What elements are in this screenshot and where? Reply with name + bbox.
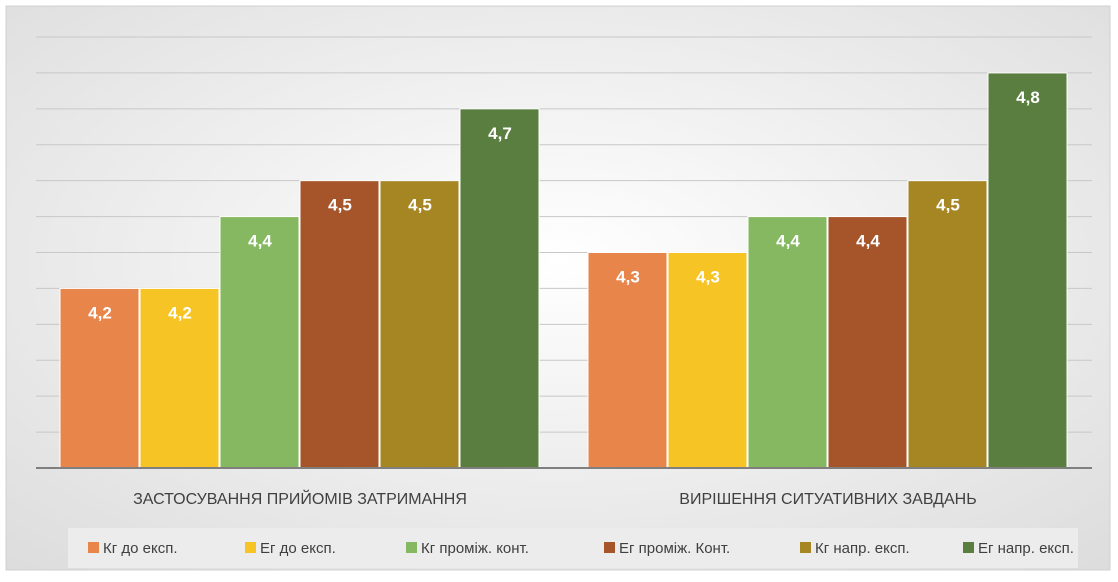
category-label: ЗАСТОСУВАННЯ ПРИЙОМІВ ЗАТРИМАННЯ bbox=[133, 489, 467, 508]
legend-background bbox=[68, 528, 1078, 568]
data-label: 4,7 bbox=[488, 124, 512, 143]
data-label: 4,5 bbox=[408, 196, 432, 215]
data-labels: 4,2 4,2 4,4 4,5 4,5 4,7 4,3 4,3 4,4 4,4 4,5 4,8 bbox=[88, 88, 1040, 322]
legend-swatch bbox=[245, 542, 256, 553]
legend-swatch bbox=[604, 542, 615, 553]
legend-item: Ег напр. експ. bbox=[963, 540, 1074, 557]
legend-label: Кг напр. експ. bbox=[815, 540, 910, 557]
data-label: 4,5 bbox=[328, 196, 352, 215]
data-label: 4,2 bbox=[88, 303, 112, 322]
bar bbox=[987, 72, 1068, 469]
legend-label: Ег напр. експ. bbox=[978, 540, 1074, 557]
category-labels: ЗАСТОСУВАННЯ ПРИЙОМІВ ЗАТРИМАННЯ ВИРІШЕНН… bbox=[133, 489, 977, 508]
legend-item: Кг до експ. bbox=[88, 540, 178, 557]
legend-item: Ег до експ. bbox=[245, 540, 336, 557]
legend-swatch bbox=[88, 542, 99, 553]
legend-item: Ег проміж. Конт. bbox=[604, 540, 730, 557]
data-label: 4,3 bbox=[616, 268, 640, 287]
bar bbox=[59, 287, 140, 469]
bar bbox=[747, 216, 828, 469]
legend: Кг до експ. Ег до експ. Кг проміж. конт. Ег… bbox=[88, 540, 1074, 557]
bar bbox=[827, 216, 908, 469]
legend-label: Ег до експ. bbox=[260, 540, 336, 557]
bar bbox=[379, 180, 460, 469]
bar bbox=[299, 180, 380, 469]
legend-item: Кг проміж. конт. bbox=[406, 540, 529, 557]
data-label: 4,4 bbox=[248, 232, 272, 251]
bar bbox=[219, 216, 300, 469]
legend-swatch bbox=[406, 542, 417, 553]
legend-label: Кг до експ. bbox=[103, 540, 178, 557]
legend-label: Ег проміж. Конт. bbox=[619, 540, 730, 557]
legend-item: Кг напр. експ. bbox=[800, 540, 910, 557]
data-label: 4,3 bbox=[696, 268, 720, 287]
bar bbox=[907, 180, 988, 469]
legend-swatch bbox=[963, 542, 974, 553]
bars bbox=[59, 72, 1068, 469]
bar bbox=[587, 252, 668, 469]
data-label: 4,2 bbox=[168, 303, 192, 322]
legend-swatch bbox=[800, 542, 811, 553]
category-label: ВИРІШЕННЯ СИТУАТИВНИХ ЗАВДАНЬ bbox=[679, 491, 976, 508]
bar bbox=[459, 108, 540, 469]
data-label: 4,8 bbox=[1016, 88, 1040, 107]
bar bbox=[139, 287, 220, 469]
data-label: 4,4 bbox=[776, 232, 800, 251]
bar bbox=[667, 252, 748, 469]
data-label: 4,5 bbox=[936, 196, 960, 215]
data-label: 4,4 bbox=[856, 232, 880, 251]
legend-label: Кг проміж. конт. bbox=[421, 540, 529, 557]
